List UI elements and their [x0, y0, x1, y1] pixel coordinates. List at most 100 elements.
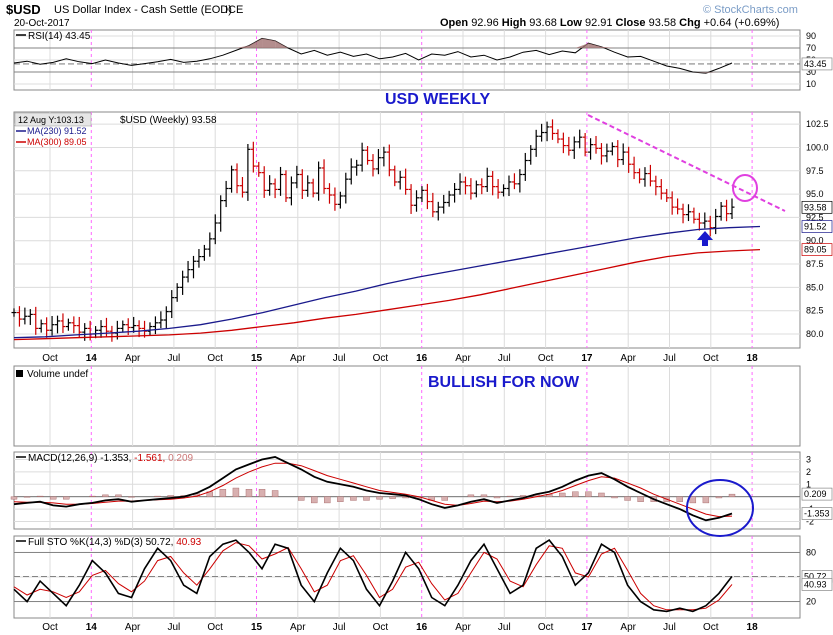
rsi-overbought-fill-46 [601, 46, 615, 48]
macd-hist-bar-23 [311, 496, 318, 504]
price-x-tick-label-2: Apr [125, 353, 141, 364]
sto-x-tick-label-12: Oct [538, 622, 554, 633]
hover-tooltip: 12 Aug Y:103.13 [14, 112, 92, 127]
price-x-tick-label-12: Oct [538, 353, 554, 364]
sto-x-tick-label-11: Jul [498, 622, 511, 633]
price-tick-label-1: 100.0 [806, 142, 829, 152]
sto-k-marker-label: 50.72 [804, 571, 827, 581]
price-tick-label-0: 102.5 [806, 119, 829, 129]
price-x-tick-label-7: Jul [333, 353, 346, 364]
rsi-tick-label-1: 70 [806, 43, 816, 53]
price-x-tick-label-0: Oct [42, 353, 58, 364]
ma230-marker-box [801, 220, 833, 233]
price-x-axis: Oct 14 Apr Jul Oct 15 Apr Jul Oct 16 Apr Jul Oct 17 Ap… [42, 353, 758, 364]
open-value: 92.96 [471, 17, 499, 29]
macd-hist-bar-11 [154, 495, 161, 497]
macd-hist-bar-47 [624, 496, 631, 501]
sto-layer [13, 539, 733, 613]
vol-panel-frame [13, 365, 801, 447]
sto-tick-label-2: 20 [806, 597, 816, 607]
price-x-tick-label-13: 17 [581, 353, 593, 364]
rsi-legend: RSI(14) 43.45 [16, 31, 91, 42]
macd-hist-bar-44 [585, 491, 592, 497]
sto-x-tick-label-16: Oct [703, 622, 719, 633]
exchange-name: ICE [225, 4, 243, 16]
rsi-marker-box [801, 57, 833, 71]
price-layer [11, 119, 761, 342]
price-x-tick-label-17: 18 [747, 353, 759, 364]
macd-hist-bar-37 [493, 496, 501, 499]
rsi-overbought-fill-21 [275, 40, 289, 48]
sto-x-tick-label-5: 15 [251, 622, 263, 633]
up-arrow-icon [697, 231, 713, 246]
macd-hist-bar-46 [611, 496, 618, 499]
sto-x-tick-label-9: 16 [416, 622, 428, 633]
macd-line-marker-box [801, 507, 833, 520]
price-x-tick-label-9: 16 [416, 353, 428, 364]
macd-hist-bar-48 [637, 496, 644, 502]
price-x-tick-label-3: Jul [168, 353, 181, 364]
macd-hist-bar-38 [506, 495, 514, 497]
macd-hist-bar-17 [232, 487, 240, 497]
volume-legend-text: Volume undef [27, 369, 88, 380]
open-label: Open [440, 17, 468, 29]
sto-tick-label-0: 80 [806, 547, 816, 557]
macd-hist-bar-6 [89, 495, 96, 497]
macd-legend-text: MACD(12,26,9) -1.353, -1.561, 0.209 [28, 453, 194, 464]
rsi-overbought-fill-19 [248, 38, 263, 48]
macd-line-marker-label: -1.353 [804, 509, 830, 519]
sto-x-tick-label-15: Jul [663, 622, 676, 633]
macd-hist-bar-7 [102, 494, 109, 497]
ma230-marker-label: 91.52 [804, 222, 827, 232]
price-x-tick-label-16: Oct [703, 353, 719, 364]
rsi-marker-label: 43.45 [804, 59, 827, 69]
rsi-overbought-fill-20 [262, 38, 276, 48]
price-close-marker-box [801, 200, 833, 214]
price-tick-label-6: 87.5 [806, 259, 824, 269]
macd-legend: MACD(12,26,9) -1.353, -1.561, 0.209 [16, 453, 194, 464]
macd-tick-label-5: -2 [806, 517, 814, 527]
macd-hist-bar-33 [441, 496, 448, 501]
sto-x-tick-label-14: Apr [620, 622, 636, 633]
chg-value: +0.64 (+0.69%) [704, 17, 780, 29]
ma300-legend: MA(300) 89.05 [27, 137, 87, 147]
sto-d-marker-box [801, 578, 833, 591]
sto-x-tick-label-3: Jul [168, 622, 181, 633]
price-x-tick-label-11: Jul [498, 353, 511, 364]
ma300-line [13, 248, 761, 341]
macd-hist-bar-27 [363, 496, 370, 501]
price-tick-label-8: 82.5 [806, 306, 824, 316]
price-tick-label-5: 90.0 [806, 236, 824, 246]
macd-hist-bar-16 [219, 489, 227, 497]
rsi-oversold-fill-53 [692, 72, 706, 74]
sto-x-tick-label-8: Oct [373, 622, 389, 633]
macd-hist-bar-3 [49, 496, 57, 500]
macd-hist-bar-28 [376, 496, 383, 500]
macd-hist-bar-20 [271, 490, 279, 497]
macd-hist-bar-25 [337, 496, 344, 502]
price-tick-label-9: 80.0 [806, 329, 824, 339]
sto-d-line [13, 542, 733, 611]
ma230-line [13, 225, 761, 339]
rsi-legend-text: RSI(14) 43.45 [28, 31, 91, 42]
low-value: 92.91 [585, 17, 613, 29]
macd-hist-bar-52 [689, 496, 697, 504]
macd-hist-bar-12 [167, 495, 174, 497]
sto-d-legend-value: 40.93 [176, 537, 201, 548]
volume-legend: Volume undef [16, 369, 88, 380]
macd-hist-bar-18 [245, 489, 253, 497]
macd-hist-legend-value: 0.209 [168, 453, 193, 464]
sto-x-axis: Oct 14 Apr Jul Oct 15 Apr Jul Oct 16 Apr Jul Oct 17 Ap… [42, 622, 758, 633]
macd-legend-value: MACD(12,26,9) -1.353, [28, 453, 131, 464]
sto-k-line [13, 539, 733, 613]
price-legend-main: $USD (Weekly) 93.58 [120, 115, 217, 126]
price-x-tick-label-1: 14 [86, 353, 98, 364]
macd-tick-label-1: 2 [806, 467, 811, 477]
rsi-overbought-fill-45 [588, 43, 602, 48]
macd-hist-bar-0 [10, 496, 18, 500]
rsi-overbought-fill-44 [575, 43, 589, 48]
macd-hist-bar-24 [324, 496, 331, 504]
macd-hist-bar-39 [519, 495, 527, 497]
close-label: Close [616, 17, 646, 29]
